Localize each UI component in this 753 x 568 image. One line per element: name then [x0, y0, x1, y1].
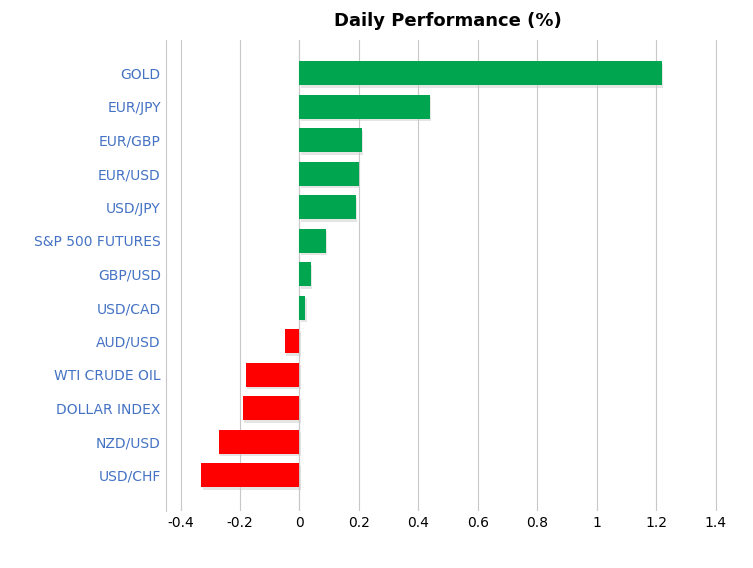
Bar [300, 262, 311, 286]
FancyBboxPatch shape [300, 265, 312, 289]
FancyBboxPatch shape [221, 432, 300, 456]
FancyBboxPatch shape [300, 164, 360, 188]
FancyBboxPatch shape [300, 231, 328, 255]
Bar [300, 162, 359, 186]
FancyBboxPatch shape [203, 466, 300, 490]
Bar [300, 229, 326, 253]
FancyBboxPatch shape [300, 198, 357, 222]
Title: Daily Performance (%): Daily Performance (%) [334, 12, 562, 30]
Bar [243, 396, 300, 420]
Bar [285, 329, 300, 353]
FancyBboxPatch shape [244, 399, 300, 423]
Bar [246, 363, 300, 387]
Bar [300, 296, 306, 320]
FancyBboxPatch shape [300, 97, 431, 121]
Bar [300, 195, 356, 219]
Bar [201, 463, 300, 487]
FancyBboxPatch shape [300, 298, 306, 322]
FancyBboxPatch shape [247, 365, 300, 389]
FancyBboxPatch shape [300, 131, 363, 154]
Bar [300, 95, 430, 119]
Bar [219, 430, 300, 454]
FancyBboxPatch shape [300, 64, 663, 87]
Bar [300, 128, 362, 152]
FancyBboxPatch shape [285, 332, 300, 356]
Bar [300, 61, 662, 85]
